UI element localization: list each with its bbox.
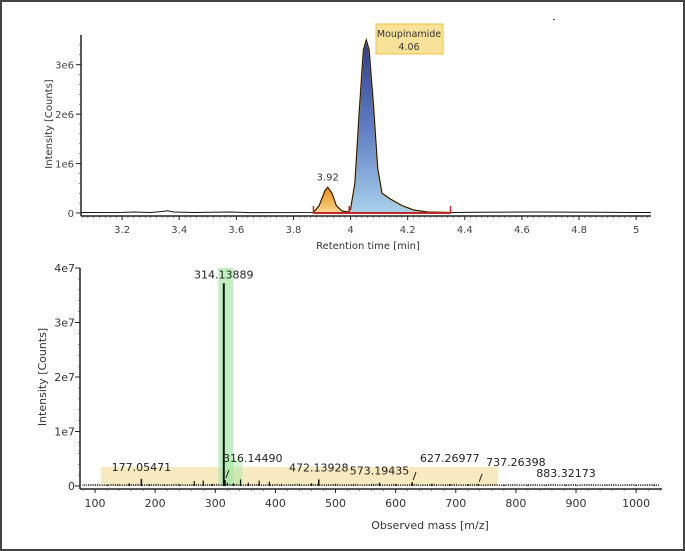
label-leader (478, 473, 483, 482)
x-tick-label: 4.8 (571, 225, 587, 236)
x-tick-label: 4 (347, 225, 353, 236)
compound-rt: 4.06 (398, 42, 419, 53)
highlight-isotope (224, 458, 243, 486)
x-tick-label: 1000 (622, 497, 650, 510)
y-tick-label: 1e7 (54, 426, 75, 439)
y-tick-label: 1e6 (55, 160, 74, 171)
highlight-main-peak (218, 268, 234, 486)
y-tick-label: 4e7 (54, 262, 75, 275)
peak-label: 472.13928 (289, 461, 349, 474)
x-axis-label: Observed mass [m/z] (371, 519, 489, 532)
y-tick-label: 3e6 (55, 61, 74, 72)
y-axis-label: Intensity [Counts] (36, 328, 49, 426)
stray-mark (553, 19, 555, 20)
x-tick-label: 4.2 (400, 225, 416, 236)
y-axis-label: Intensity [Counts] (44, 79, 55, 169)
highlight-band (101, 466, 498, 486)
peak-label: 737.26398 (486, 456, 546, 469)
x-tick-label: 300 (205, 497, 226, 510)
peak-label: 573.19435 (350, 465, 410, 478)
x-tick-label: 100 (85, 497, 106, 510)
x-tick-label: 600 (385, 497, 406, 510)
y-tick-label: 2e7 (54, 371, 75, 384)
x-tick-label: 3.6 (228, 225, 244, 236)
x-axis-label: Retention time [min] (316, 241, 420, 252)
peak-label: 316.14490 (223, 452, 283, 465)
peak-label: 883.32173 (536, 467, 596, 480)
y-tick-label: 2e6 (55, 110, 74, 121)
y-tick-label: 0 (68, 209, 74, 220)
x-tick-label: 400 (265, 497, 286, 510)
x-tick-label: 4.6 (514, 225, 530, 236)
compound-name: Moupinamide (377, 29, 441, 40)
x-tick-label: 4.4 (457, 225, 473, 236)
peak-area-0 (312, 186, 352, 214)
peak-label: 314.13889 (194, 268, 254, 281)
y-tick-label: 0 (68, 480, 75, 493)
x-tick-label: 900 (566, 497, 587, 510)
label-leader (412, 472, 417, 481)
compound-label-box (375, 23, 444, 55)
peak-label: 627.26977 (420, 452, 480, 465)
x-tick-label: 3.8 (286, 225, 302, 236)
x-tick-label: 200 (145, 497, 166, 510)
x-tick-label: 800 (505, 497, 526, 510)
x-tick-label: 3.4 (171, 225, 187, 236)
peak-label: 177.05471 (112, 461, 172, 474)
x-tick-label: 500 (325, 497, 346, 510)
x-tick-label: 700 (445, 497, 466, 510)
label-leader (225, 469, 230, 479)
x-tick-label: 3.2 (114, 225, 130, 236)
peak-area-1 (348, 37, 452, 214)
x-tick-label: 5 (633, 225, 639, 236)
y-tick-label: 3e7 (54, 317, 75, 330)
peak-label: 3.92 (317, 172, 339, 183)
